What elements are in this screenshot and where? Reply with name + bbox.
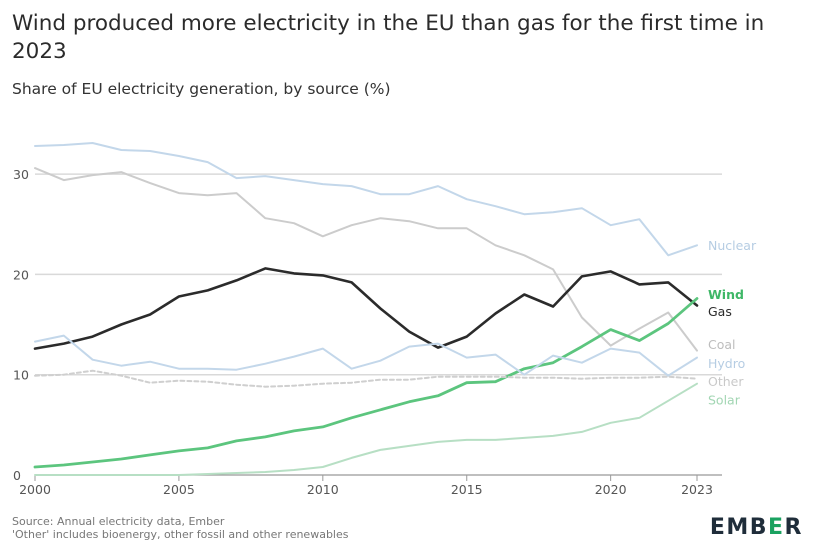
x-tick-label: 2020 (595, 482, 627, 497)
series-label-hydro: Hydro (708, 356, 745, 371)
series-line-coal (34, 167, 698, 352)
series-label-other: Other (708, 374, 744, 389)
series-line-gas (33, 267, 699, 350)
source-note: Source: Annual electricity data, Ember '… (12, 515, 348, 541)
other-definition-line: 'Other' includes bioenergy, other fossil… (12, 528, 349, 541)
series-line-solar (34, 382, 698, 476)
chart-subtitle: Share of EU electricity generation, by s… (12, 80, 391, 98)
series-label-coal: Coal (708, 337, 736, 352)
logo-accent: E (768, 515, 785, 540)
y-tick-label: 30 (13, 167, 29, 182)
logo-suffix: R (784, 515, 803, 540)
logo-prefix: EMB (709, 515, 769, 540)
source-line: Source: Annual electricity data, Ember (12, 515, 225, 528)
x-tick-label: 2015 (451, 482, 483, 497)
chart-title: Wind produced more electricity in the EU… (12, 11, 765, 64)
series-line-wind (33, 297, 699, 469)
x-tick-label: 2005 (163, 482, 195, 497)
y-tick-label: 0 (13, 468, 21, 483)
series-line-nuclear (34, 142, 698, 257)
x-tick-label: 2000 (19, 482, 51, 497)
series-label-gas: Gas (708, 304, 732, 319)
y-tick-label: 20 (13, 267, 29, 282)
x-tick-label: 2023 (681, 482, 713, 497)
series-line-other (34, 369, 698, 388)
x-tick-label: 2010 (307, 482, 339, 497)
series-label-nuclear: Nuclear (708, 238, 757, 253)
y-tick-label: 10 (13, 368, 29, 383)
series-line-hydro (34, 334, 698, 377)
series-label-wind: Wind (708, 287, 744, 302)
ember-logo: EMBER (710, 515, 803, 540)
series-label-solar: Solar (708, 392, 741, 407)
